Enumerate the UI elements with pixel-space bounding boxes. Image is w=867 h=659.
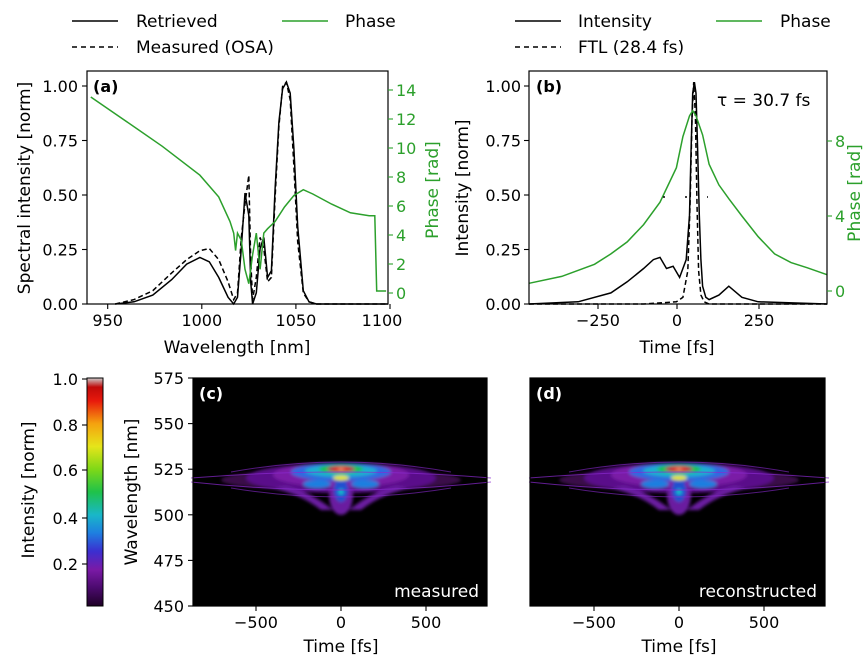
legend-phase-label-a: Phase [345, 12, 396, 32]
panel-a: Retrieved Measured (OSA) Phase 950 1000 … [15, 12, 443, 358]
x-tick-label: −500 [572, 613, 616, 632]
x-ticks-d: −500 0 500 [572, 606, 779, 632]
y2-tick-label: 0 [396, 284, 406, 303]
x-tick-label: −250 [576, 311, 620, 330]
label-measured: measured [394, 582, 479, 602]
colorbar-gradient [86, 377, 104, 607]
panel-d: (d) reconstructed −500 0 500 Time [fs] [529, 377, 829, 657]
y-tick-label: 450 [153, 597, 184, 616]
phase-curve-a [90, 96, 387, 292]
legend-measured-label: Measured (OSA) [136, 38, 274, 58]
colorbar: 0.2 0.4 0.6 0.8 1.0 Intensity [norm] [19, 370, 104, 607]
y2-tick-label: 0 [835, 282, 845, 301]
panel-label-a: (a) [93, 77, 118, 96]
y2-tick-label: 2 [396, 255, 406, 274]
y-axis-label-a: Spectral intensity [norm] [15, 82, 35, 294]
y-tick-label: 1.00 [485, 77, 521, 96]
axes-frame-a [86, 70, 389, 305]
x-axis-label-a: Wavelength [nm] [164, 338, 311, 358]
panel-label-c: (c) [199, 384, 223, 403]
y-tick-label: 500 [153, 506, 184, 525]
y2-axis-label-a: Phase [rad] [423, 141, 443, 239]
x-tick-label: −500 [234, 613, 278, 632]
y-ticks-c: 450 475 500 525 550 575 [153, 369, 193, 616]
colorbar-label: Intensity [norm] [19, 421, 39, 558]
y2-axis-label-b: Phase [rad] [845, 144, 865, 242]
x-ticks-a: 950 1000 1050 1100 [92, 304, 402, 330]
y-tick-label: 1.00 [42, 77, 78, 96]
y2-tick-label: 8 [835, 132, 845, 151]
x-tick-label: 1100 [362, 311, 403, 330]
y2-tick-label: 6 [396, 197, 406, 216]
y-tick-label: 575 [153, 369, 184, 388]
intensity-curve [528, 81, 828, 305]
x-axis-label-d: Time [fs] [640, 637, 716, 657]
x-tick-label: 500 [411, 613, 442, 632]
y2-tick-label: 14 [396, 81, 416, 100]
x-tick-label: 250 [744, 311, 775, 330]
y-tick-label: 0.50 [42, 186, 78, 205]
y2-tick-label: 12 [396, 110, 416, 129]
y2-ticks-a: 0 2 4 6 8 10 12 14 [388, 81, 416, 303]
panel-b: Intensity FTL (28.4 fs) Phase −250 0 250… [453, 12, 865, 358]
y-tick-label: 475 [153, 551, 184, 570]
measured-curve [115, 80, 388, 305]
axes-frame-b [528, 70, 828, 305]
x-axis-label-b: Time [fs] [638, 338, 714, 358]
x-tick-label: 0 [674, 613, 684, 632]
panel-label-d: (d) [536, 384, 562, 403]
curves-a [90, 80, 388, 306]
y-tick-label: 0.25 [485, 241, 521, 260]
phase-curve-b [528, 109, 828, 285]
x-tick-label: 0 [672, 311, 682, 330]
x-tick-label: 1050 [276, 311, 317, 330]
legend-phase-label-b: Phase [780, 12, 831, 32]
x-tick-label: 500 [749, 613, 780, 632]
x-ticks-c: −500 0 500 [234, 606, 441, 632]
y2-tick-label: 4 [835, 207, 845, 226]
label-reconstructed: reconstructed [699, 582, 817, 602]
y2-tick-label: 4 [396, 226, 406, 245]
y-axis-label-b: Intensity [norm] [453, 119, 473, 256]
y-tick-label: 0.75 [485, 132, 521, 151]
y-tick-label: 550 [153, 415, 184, 434]
colorbar-tick-label: 0.6 [53, 461, 78, 480]
x-axis-label-c: Time [fs] [302, 637, 378, 657]
y2-tick-label: 8 [396, 168, 406, 187]
x-tick-label: 1000 [181, 311, 222, 330]
colorbar-tick-label: 1.0 [53, 370, 78, 389]
retrieved-curve [115, 80, 388, 306]
colorbar-tick-label: 0.2 [53, 555, 78, 574]
x-tick-label: 950 [92, 311, 123, 330]
panel-label-b: (b) [536, 77, 562, 96]
y-tick-label: 525 [153, 460, 184, 479]
y-tick-label: 0.75 [42, 132, 78, 151]
y-ticks-a: 0.00 0.25 0.50 0.75 1.00 [42, 77, 87, 314]
x-ticks-b: −250 0 250 [576, 304, 774, 330]
legend-a: Retrieved Measured (OSA) Phase [72, 12, 396, 58]
ftl-curve [529, 82, 827, 305]
y-tick-label: 0.50 [485, 186, 521, 205]
legend-intensity-label: Intensity [578, 12, 652, 32]
legend-retrieved-label: Retrieved [136, 12, 218, 32]
legend-ftl-label: FTL (28.4 fs) [578, 38, 684, 58]
colorbar-tick-label: 0.8 [53, 416, 78, 435]
y2-ticks-b: 0 4 8 [827, 132, 845, 301]
axes-frame-c [192, 377, 488, 607]
panel-c: (c) measured −500 0 500 450 475 500 525 … [122, 369, 491, 657]
x-tick-label: 0 [336, 613, 346, 632]
y-tick-label: 0.00 [42, 295, 78, 314]
colorbar-tick-label: 0.4 [53, 509, 78, 528]
axes-frame-d [529, 377, 826, 607]
legend-b: Intensity FTL (28.4 fs) Phase [515, 12, 831, 58]
pulse-duration-annotation: τ = 30.7 fs [717, 91, 811, 111]
y-tick-label: 0.00 [485, 295, 521, 314]
curves-b [528, 81, 828, 305]
y-ticks-b: 0.00 0.25 0.50 0.75 1.00 [485, 77, 529, 314]
y-tick-label: 0.25 [42, 241, 78, 260]
y2-tick-label: 10 [396, 139, 416, 158]
y-axis-label-c: Wavelength [nm] [122, 419, 142, 566]
